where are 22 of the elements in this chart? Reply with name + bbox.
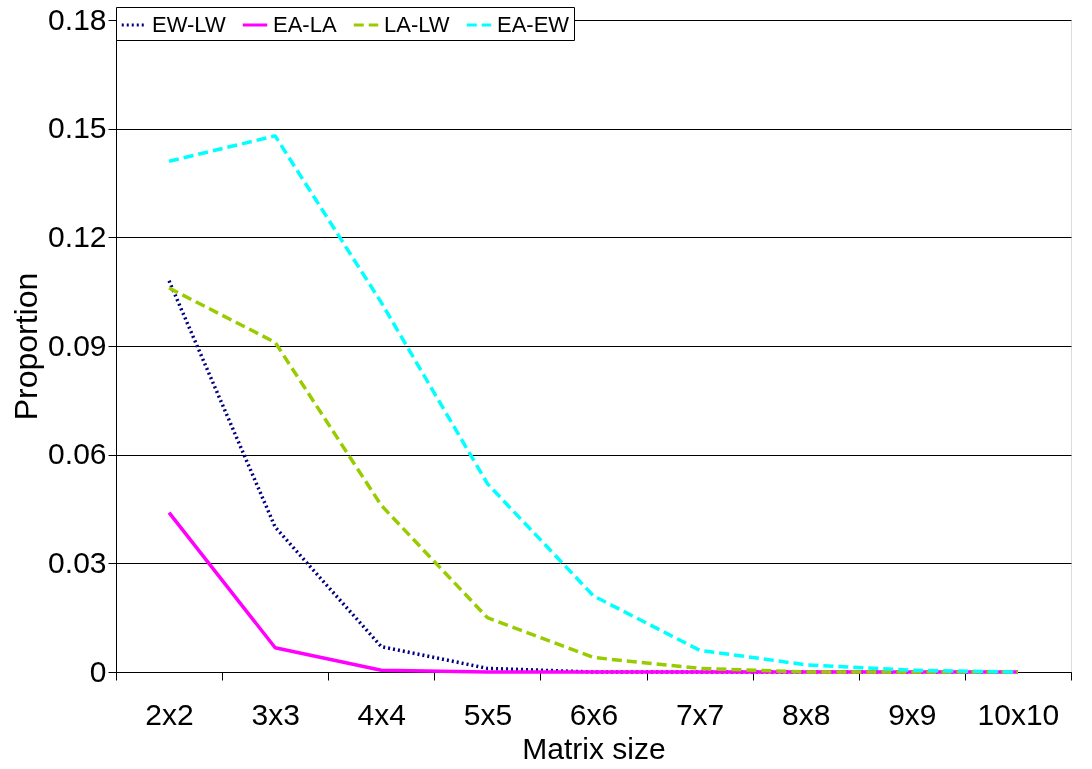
x-tick-label: 4x4 bbox=[357, 697, 406, 731]
x-tick-label: 9x9 bbox=[888, 697, 937, 731]
y-tick-label: 0 bbox=[89, 654, 107, 688]
x-tick-label: 6x6 bbox=[569, 697, 619, 731]
x-tick-label: 2x2 bbox=[145, 697, 194, 731]
y-tick-label: 0.18 bbox=[48, 2, 107, 36]
y-tick-label: 0.15 bbox=[48, 111, 107, 145]
legend-label: EA-EW bbox=[497, 12, 570, 37]
x-tick-label: 3x3 bbox=[251, 697, 300, 731]
y-tick-label: 0.03 bbox=[48, 545, 107, 579]
legend-label: LA-LW bbox=[384, 12, 450, 37]
x-tick-label: 5x5 bbox=[463, 697, 513, 731]
y-tick-label: 0.12 bbox=[48, 219, 107, 253]
legend-label: EA-LA bbox=[273, 12, 337, 37]
y-tick-label: 0.09 bbox=[48, 328, 107, 362]
y-axis-title: Proportion bbox=[8, 272, 45, 421]
y-tick-label: 0.06 bbox=[48, 437, 107, 471]
x-axis-title: Matrix size bbox=[522, 731, 666, 765]
x-tick-label: 7x7 bbox=[675, 697, 725, 731]
x-tick-label: 8x8 bbox=[782, 697, 831, 731]
legend-label: EW-LW bbox=[152, 12, 226, 37]
x-tick-label: 10x10 bbox=[977, 697, 1060, 731]
